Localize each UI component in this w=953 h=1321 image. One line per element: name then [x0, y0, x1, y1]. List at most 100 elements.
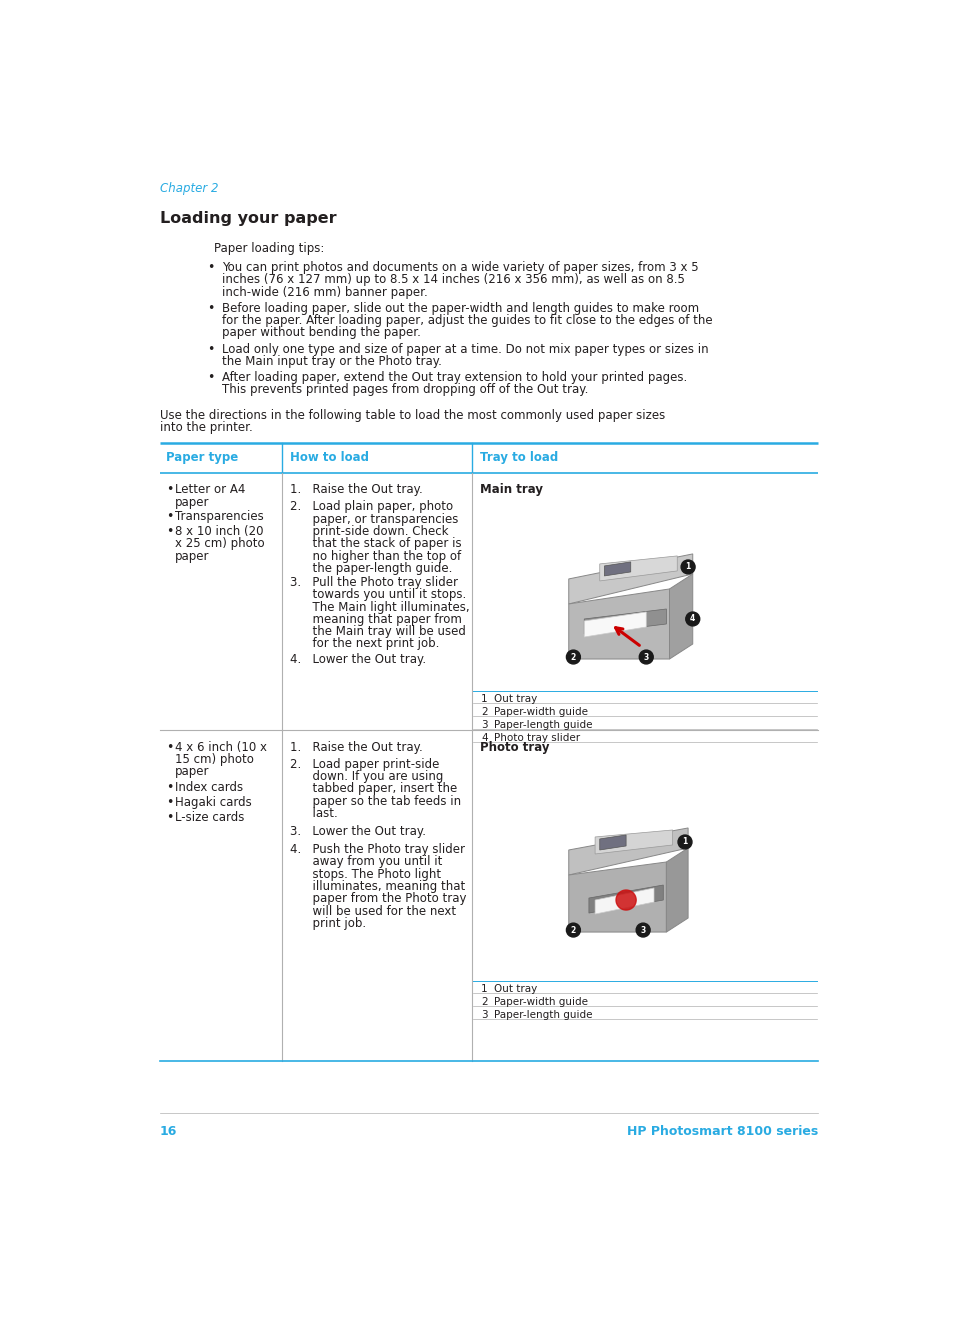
- Text: stops. The Photo light: stops. The Photo light: [290, 868, 440, 881]
- Text: 3: 3: [480, 1011, 487, 1020]
- Text: •: •: [166, 811, 172, 824]
- Text: •: •: [166, 797, 172, 808]
- Text: paper: paper: [174, 765, 210, 778]
- Text: Use the directions in the following table to load the most commonly used paper s: Use the directions in the following tabl…: [159, 408, 664, 421]
- Text: 3.   Lower the Out tray.: 3. Lower the Out tray.: [290, 826, 425, 839]
- Text: 2.   Load paper print-side: 2. Load paper print-side: [290, 757, 438, 770]
- Text: last.: last.: [290, 807, 337, 820]
- Text: 15 cm) photo: 15 cm) photo: [174, 753, 253, 766]
- Text: •: •: [166, 510, 172, 523]
- Text: This prevents printed pages from dropping off of the Out tray.: This prevents printed pages from droppin…: [221, 383, 587, 396]
- Text: Paper type: Paper type: [166, 450, 237, 464]
- Text: print job.: print job.: [290, 917, 366, 930]
- Polygon shape: [669, 573, 692, 659]
- Text: paper without bending the paper.: paper without bending the paper.: [221, 326, 420, 339]
- Text: •: •: [166, 781, 172, 794]
- Text: paper: paper: [174, 495, 210, 509]
- Polygon shape: [583, 612, 645, 637]
- Polygon shape: [666, 848, 687, 933]
- Text: Main tray: Main tray: [479, 483, 542, 497]
- Text: 4 x 6 inch (10 x: 4 x 6 inch (10 x: [174, 741, 267, 754]
- Text: After loading paper, extend the Out tray extension to hold your printed pages.: After loading paper, extend the Out tray…: [221, 371, 686, 384]
- Text: Paper loading tips:: Paper loading tips:: [213, 242, 324, 255]
- Text: 3: 3: [643, 653, 648, 662]
- Text: •: •: [166, 483, 172, 497]
- Text: the paper-length guide.: the paper-length guide.: [290, 561, 452, 575]
- Text: 1: 1: [480, 694, 487, 704]
- Text: Out tray: Out tray: [493, 984, 537, 993]
- Polygon shape: [599, 556, 677, 581]
- Text: away from you until it: away from you until it: [290, 856, 441, 868]
- Text: •: •: [207, 262, 214, 273]
- Circle shape: [639, 650, 653, 664]
- Circle shape: [566, 923, 579, 937]
- Text: 3: 3: [639, 926, 645, 934]
- Text: HP Photosmart 8100 series: HP Photosmart 8100 series: [626, 1125, 818, 1137]
- Text: illuminates, meaning that: illuminates, meaning that: [290, 880, 464, 893]
- Text: •: •: [207, 371, 214, 384]
- Text: paper from the Photo tray: paper from the Photo tray: [290, 892, 466, 905]
- Text: Tray to load: Tray to load: [479, 450, 558, 464]
- Text: 4: 4: [480, 733, 487, 742]
- Polygon shape: [568, 828, 687, 875]
- Text: Paper-length guide: Paper-length guide: [493, 1011, 592, 1020]
- Text: the Main input tray or the Photo tray.: the Main input tray or the Photo tray.: [221, 355, 441, 367]
- Text: for the paper. After loading paper, adjust the guides to fit close to the edges : for the paper. After loading paper, adju…: [221, 314, 712, 328]
- Text: 1.   Raise the Out tray.: 1. Raise the Out tray.: [290, 483, 422, 497]
- Text: Photo tray: Photo tray: [479, 741, 549, 754]
- Circle shape: [616, 890, 636, 910]
- Text: Paper-width guide: Paper-width guide: [493, 707, 587, 717]
- Text: that the stack of paper is: that the stack of paper is: [290, 538, 461, 551]
- Text: 1.   Raise the Out tray.: 1. Raise the Out tray.: [290, 741, 422, 754]
- Text: Out tray: Out tray: [493, 694, 537, 704]
- Polygon shape: [599, 835, 625, 849]
- Text: L-size cards: L-size cards: [174, 811, 244, 824]
- Text: 4: 4: [689, 614, 695, 624]
- Text: The Main light illuminates,: The Main light illuminates,: [290, 601, 469, 613]
- Text: Chapter 2: Chapter 2: [159, 181, 218, 194]
- Text: Letter or A4: Letter or A4: [174, 483, 245, 497]
- Text: x 25 cm) photo: x 25 cm) photo: [174, 538, 264, 551]
- Text: 3.   Pull the Photo tray slider: 3. Pull the Photo tray slider: [290, 576, 457, 589]
- Text: 3: 3: [480, 720, 487, 729]
- Text: towards you until it stops.: towards you until it stops.: [290, 588, 465, 601]
- Text: •: •: [207, 301, 214, 314]
- Polygon shape: [568, 863, 666, 933]
- Text: 2: 2: [570, 653, 576, 662]
- Text: 2: 2: [480, 707, 487, 717]
- Text: 2: 2: [480, 997, 487, 1007]
- Circle shape: [680, 560, 695, 573]
- Text: •: •: [207, 342, 214, 355]
- Text: How to load: How to load: [290, 450, 369, 464]
- Text: print-side down. Check: print-side down. Check: [290, 524, 448, 538]
- Text: 2.   Load plain paper, photo: 2. Load plain paper, photo: [290, 501, 453, 514]
- Polygon shape: [568, 553, 692, 604]
- Text: 4.   Push the Photo tray slider: 4. Push the Photo tray slider: [290, 843, 464, 856]
- Polygon shape: [568, 589, 669, 659]
- Text: 1: 1: [685, 563, 690, 572]
- Text: Loading your paper: Loading your paper: [159, 211, 335, 226]
- Text: 1: 1: [681, 838, 687, 847]
- Text: Transparencies: Transparencies: [174, 510, 264, 523]
- Polygon shape: [595, 888, 654, 914]
- Text: 1: 1: [480, 984, 487, 993]
- Text: inches (76 x 127 mm) up to 8.5 x 14 inches (216 x 356 mm), as well as on 8.5: inches (76 x 127 mm) up to 8.5 x 14 inch…: [221, 273, 683, 287]
- Text: will be used for the next: will be used for the next: [290, 905, 456, 918]
- Text: Photo tray slider: Photo tray slider: [493, 733, 579, 742]
- Polygon shape: [604, 561, 630, 576]
- Text: •: •: [166, 524, 172, 538]
- Text: into the printer.: into the printer.: [159, 421, 252, 435]
- Circle shape: [636, 923, 649, 937]
- Text: meaning that paper from: meaning that paper from: [290, 613, 461, 626]
- Circle shape: [685, 612, 699, 626]
- Text: tabbed paper, insert the: tabbed paper, insert the: [290, 782, 456, 795]
- Text: You can print photos and documents on a wide variety of paper sizes, from 3 x 5: You can print photos and documents on a …: [221, 262, 698, 273]
- Text: no higher than the top of: no higher than the top of: [290, 550, 460, 563]
- Text: Load only one type and size of paper at a time. Do not mix paper types or sizes : Load only one type and size of paper at …: [221, 342, 707, 355]
- Text: inch-wide (216 mm) banner paper.: inch-wide (216 mm) banner paper.: [221, 285, 427, 299]
- Text: down. If you are using: down. If you are using: [290, 770, 442, 783]
- Text: 2: 2: [570, 926, 576, 934]
- Text: for the next print job.: for the next print job.: [290, 638, 438, 650]
- Text: paper, or transparencies: paper, or transparencies: [290, 513, 457, 526]
- Text: Paper-length guide: Paper-length guide: [493, 720, 592, 729]
